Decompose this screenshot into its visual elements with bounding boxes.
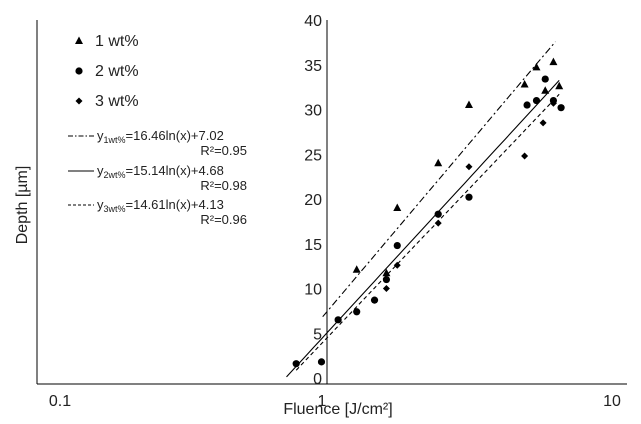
data-point-3-wtpct [465,163,473,171]
data-point-1-wtpct [393,203,402,211]
data-point-2-wtpct [353,308,361,316]
data-point-1-wtpct [549,57,558,66]
data-point-2-wtpct [393,241,401,250]
fit-r-squared: R²=0.98 [200,178,247,193]
legend-marker-circle [75,67,83,75]
x-tick-label: 0.1 [49,393,71,410]
data-point-2-wtpct [382,275,391,284]
data-point-2-wtpct [541,75,549,83]
y-tick-labels: 0 5 10 15 20 25 30 35 40 [304,13,322,388]
fit-equation: y2wt%=15.14ln(x)+4.68 [97,163,224,180]
fit-equation: y3wt%=14.61ln(x)+4.13 [97,197,224,214]
fit-line-3wtpct [295,93,560,371]
data-point-2-wtpct [434,210,442,218]
data-point-2-wtpct [370,296,379,304]
y-axis-title: Depth [µm] [14,166,31,245]
data-point-3-wtpct [539,119,547,127]
y-tick-label: 30 [304,103,322,120]
y-tick-label: 10 [304,282,322,299]
y-tick-label: 25 [304,147,322,164]
y-tick-label: 35 [304,58,322,75]
y-tick-label: 20 [304,192,322,209]
data-point-1-wtpct [541,86,550,94]
y-tick-label: 0 [313,371,322,388]
y-tick-label: 40 [304,13,322,30]
data-point-2-wtpct [532,96,541,105]
data-point-1-wtpct [520,79,529,88]
fit-line-2wtpct [286,80,560,378]
data-point-1-wtpct [352,265,361,273]
x-tick-label: 1 [318,393,327,410]
legend: 1 wt% 2 wt% 3 wt% [75,33,139,110]
data-point-2-wtpct [523,101,531,109]
data-point-3-wtpct [549,99,557,107]
data-point-2-wtpct [557,104,565,112]
y-tick-label: 15 [304,237,322,254]
data-point-2-wtpct [334,316,342,324]
data-point-1-wtpct [382,268,391,277]
data-points [292,57,565,368]
data-point-1-wtpct [532,62,541,71]
legend-marker-triangle [75,36,83,44]
x-axis-title: Fluence [J/cm²] [283,401,392,418]
data-point-3-wtpct [382,285,390,292]
legend-label: 2 wt% [95,63,139,80]
data-point-1-wtpct [464,100,473,109]
data-point-3-wtpct [393,261,401,269]
fit-lines [286,41,560,378]
x-tick-labels: 0.1 1 10 [49,393,621,410]
legend-marker-diamond [75,97,83,105]
fit-line-1wtpct [322,41,556,318]
legend-label: 1 wt% [95,33,139,50]
data-point-1-wtpct [434,158,443,167]
legend-label: 3 wt% [95,93,139,110]
fit-r-squared: R²=0.95 [200,143,247,158]
data-point-1-wtpct [555,81,564,90]
fit-equation: y1wt%=16.46ln(x)+7.02 [97,128,224,145]
data-point-2-wtpct [465,193,473,201]
data-point-3-wtpct [521,152,529,160]
y-tick-label: 5 [313,326,322,343]
fit-r-squared: R²=0.96 [200,212,247,227]
data-point-2-wtpct [292,360,300,368]
data-point-3-wtpct [434,219,442,227]
data-point-2-wtpct [317,358,326,366]
x-tick-label: 10 [603,393,621,410]
